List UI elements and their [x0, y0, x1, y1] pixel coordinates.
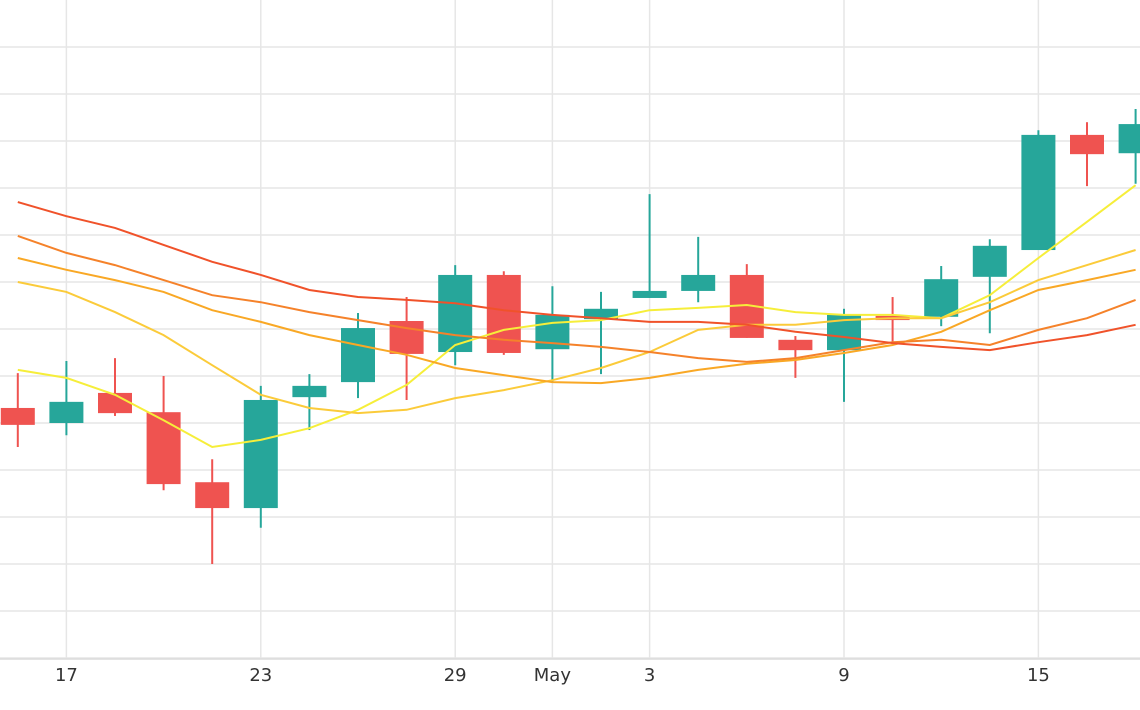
x-tick-label: 29	[444, 665, 467, 686]
candle-body	[438, 274, 473, 353]
x-tick-label: 9	[838, 665, 849, 686]
candle-body	[1070, 134, 1104, 155]
candle-body	[1021, 134, 1056, 251]
candle-body	[292, 385, 327, 398]
candle-body	[924, 279, 959, 317]
candle-body	[49, 401, 84, 423]
moving-average-line	[17, 201, 1136, 352]
moving-average-line	[17, 234, 1136, 363]
candle-body	[341, 328, 375, 383]
x-tick-label: 15	[1027, 665, 1050, 686]
x-tick-label: 23	[249, 665, 272, 686]
candle-body	[195, 482, 230, 509]
candle-body	[98, 392, 132, 414]
candle-body	[632, 290, 667, 298]
candle-body	[778, 339, 813, 351]
candle-body	[243, 399, 278, 509]
moving-average-line	[17, 257, 1136, 385]
candle-body	[584, 308, 618, 320]
x-tick-label: 3	[644, 665, 655, 686]
candle-body	[146, 412, 181, 485]
candle-body	[681, 274, 716, 291]
x-tick-label: May	[534, 665, 572, 686]
candle-body	[1118, 124, 1140, 154]
moving-average-line	[17, 184, 1137, 449]
candle-body	[972, 245, 1007, 277]
moving-average-line	[17, 249, 1136, 415]
x-tick-label: 17	[55, 665, 78, 686]
candle-body	[0, 407, 35, 425]
